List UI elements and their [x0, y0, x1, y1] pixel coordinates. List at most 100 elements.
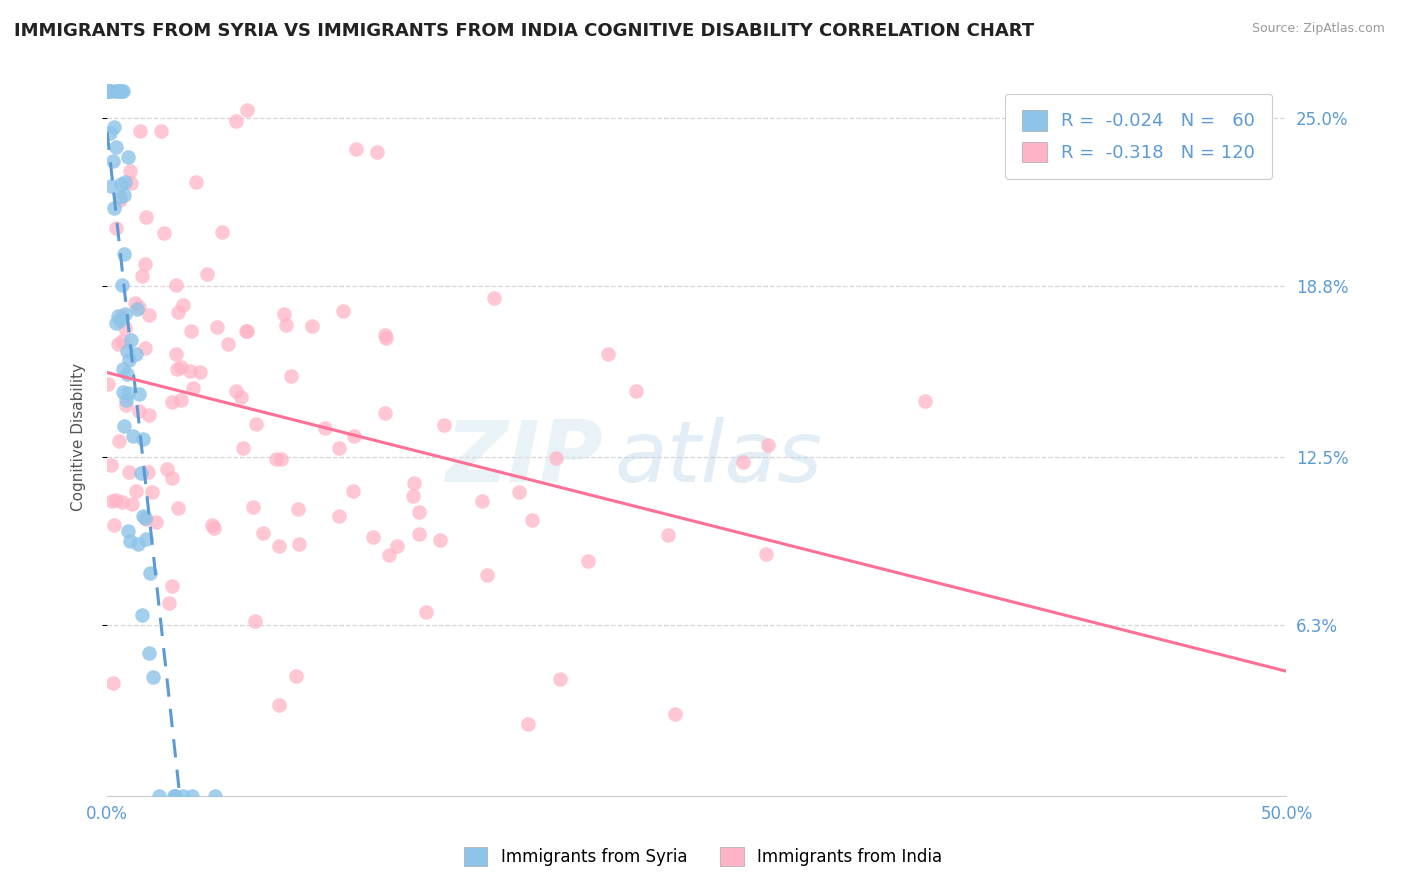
Point [361, 530, 384, 544]
Point [120, 176, 142, 190]
Point [97, 377, 120, 392]
Text: Source: ZipAtlas.com: Source: ZipAtlas.com [1251, 22, 1385, 36]
Point [134, 341, 156, 355]
Point [576, 553, 599, 567]
Point [111, 84, 134, 98]
Point [482, 291, 505, 305]
Point [165, 789, 187, 803]
Point [280, 368, 302, 383]
Point [101, 494, 124, 508]
Point [415, 605, 437, 619]
Point [387, 539, 409, 553]
Point [235, 103, 257, 118]
Y-axis label: Cognitive Disability: Cognitive Disability [72, 362, 86, 510]
Point [131, 268, 153, 283]
Point [344, 142, 367, 156]
Point [115, 392, 138, 407]
Point [163, 789, 186, 803]
Point [225, 384, 247, 398]
Point [287, 537, 309, 551]
Point [274, 318, 297, 333]
Point [112, 188, 135, 202]
Point [104, 492, 127, 507]
Point [217, 337, 239, 351]
Point [114, 320, 136, 334]
Point [124, 295, 146, 310]
Point [117, 524, 139, 538]
Point [508, 485, 530, 500]
Point [111, 309, 134, 323]
Point [108, 84, 131, 98]
Point [117, 150, 139, 164]
Point [101, 154, 124, 169]
Point [148, 789, 170, 803]
Point [114, 307, 136, 321]
Point [157, 596, 180, 610]
Point [179, 364, 201, 378]
Point [132, 509, 155, 524]
Point [408, 527, 430, 541]
Point [100, 458, 122, 473]
Point [108, 84, 131, 98]
Point [139, 566, 162, 580]
Point [128, 404, 150, 418]
Point [184, 175, 207, 189]
Point [166, 362, 188, 376]
Point [211, 226, 233, 240]
Point [195, 268, 218, 282]
Point [124, 347, 146, 361]
Point [156, 462, 179, 476]
Point [162, 395, 184, 409]
Point [267, 539, 290, 553]
Point [117, 386, 139, 401]
Point [548, 672, 571, 686]
Point [103, 84, 125, 98]
Point [107, 309, 129, 323]
Point [104, 140, 127, 154]
Point [145, 515, 167, 529]
Point [756, 438, 779, 452]
Point [170, 392, 193, 407]
Point [101, 676, 124, 690]
Point [100, 178, 122, 193]
Point [225, 114, 247, 128]
Point [245, 417, 267, 432]
Point [232, 441, 254, 455]
Point [235, 324, 257, 338]
Point [96, 84, 118, 98]
Point [366, 145, 388, 159]
Point [103, 120, 125, 134]
Point [120, 164, 142, 178]
Point [108, 434, 131, 449]
Point [108, 190, 131, 204]
Point [105, 84, 128, 98]
Legend: R =  -0.024   N =   60, R =  -0.318   N = 120: R = -0.024 N = 60, R = -0.318 N = 120 [1005, 94, 1271, 178]
Point [181, 381, 204, 395]
Text: atlas: atlas [614, 417, 823, 500]
Point [374, 328, 396, 343]
Point [517, 716, 540, 731]
Point [98, 84, 121, 98]
Point [252, 525, 274, 540]
Point [273, 307, 295, 321]
Point [160, 471, 183, 485]
Point [110, 495, 132, 509]
Point [546, 450, 568, 465]
Point [138, 409, 160, 423]
Point [108, 193, 131, 207]
Point [114, 176, 136, 190]
Point [111, 278, 134, 293]
Point [377, 548, 399, 562]
Point [129, 466, 152, 480]
Point [236, 324, 259, 338]
Point [201, 517, 224, 532]
Point [111, 384, 134, 399]
Point [408, 505, 430, 519]
Point [243, 614, 266, 628]
Point [129, 124, 152, 138]
Point [98, 84, 121, 98]
Legend: Immigrants from Syria, Immigrants from India: Immigrants from Syria, Immigrants from I… [450, 833, 956, 880]
Point [314, 421, 336, 435]
Point [266, 452, 288, 467]
Text: ZIP: ZIP [444, 417, 602, 500]
